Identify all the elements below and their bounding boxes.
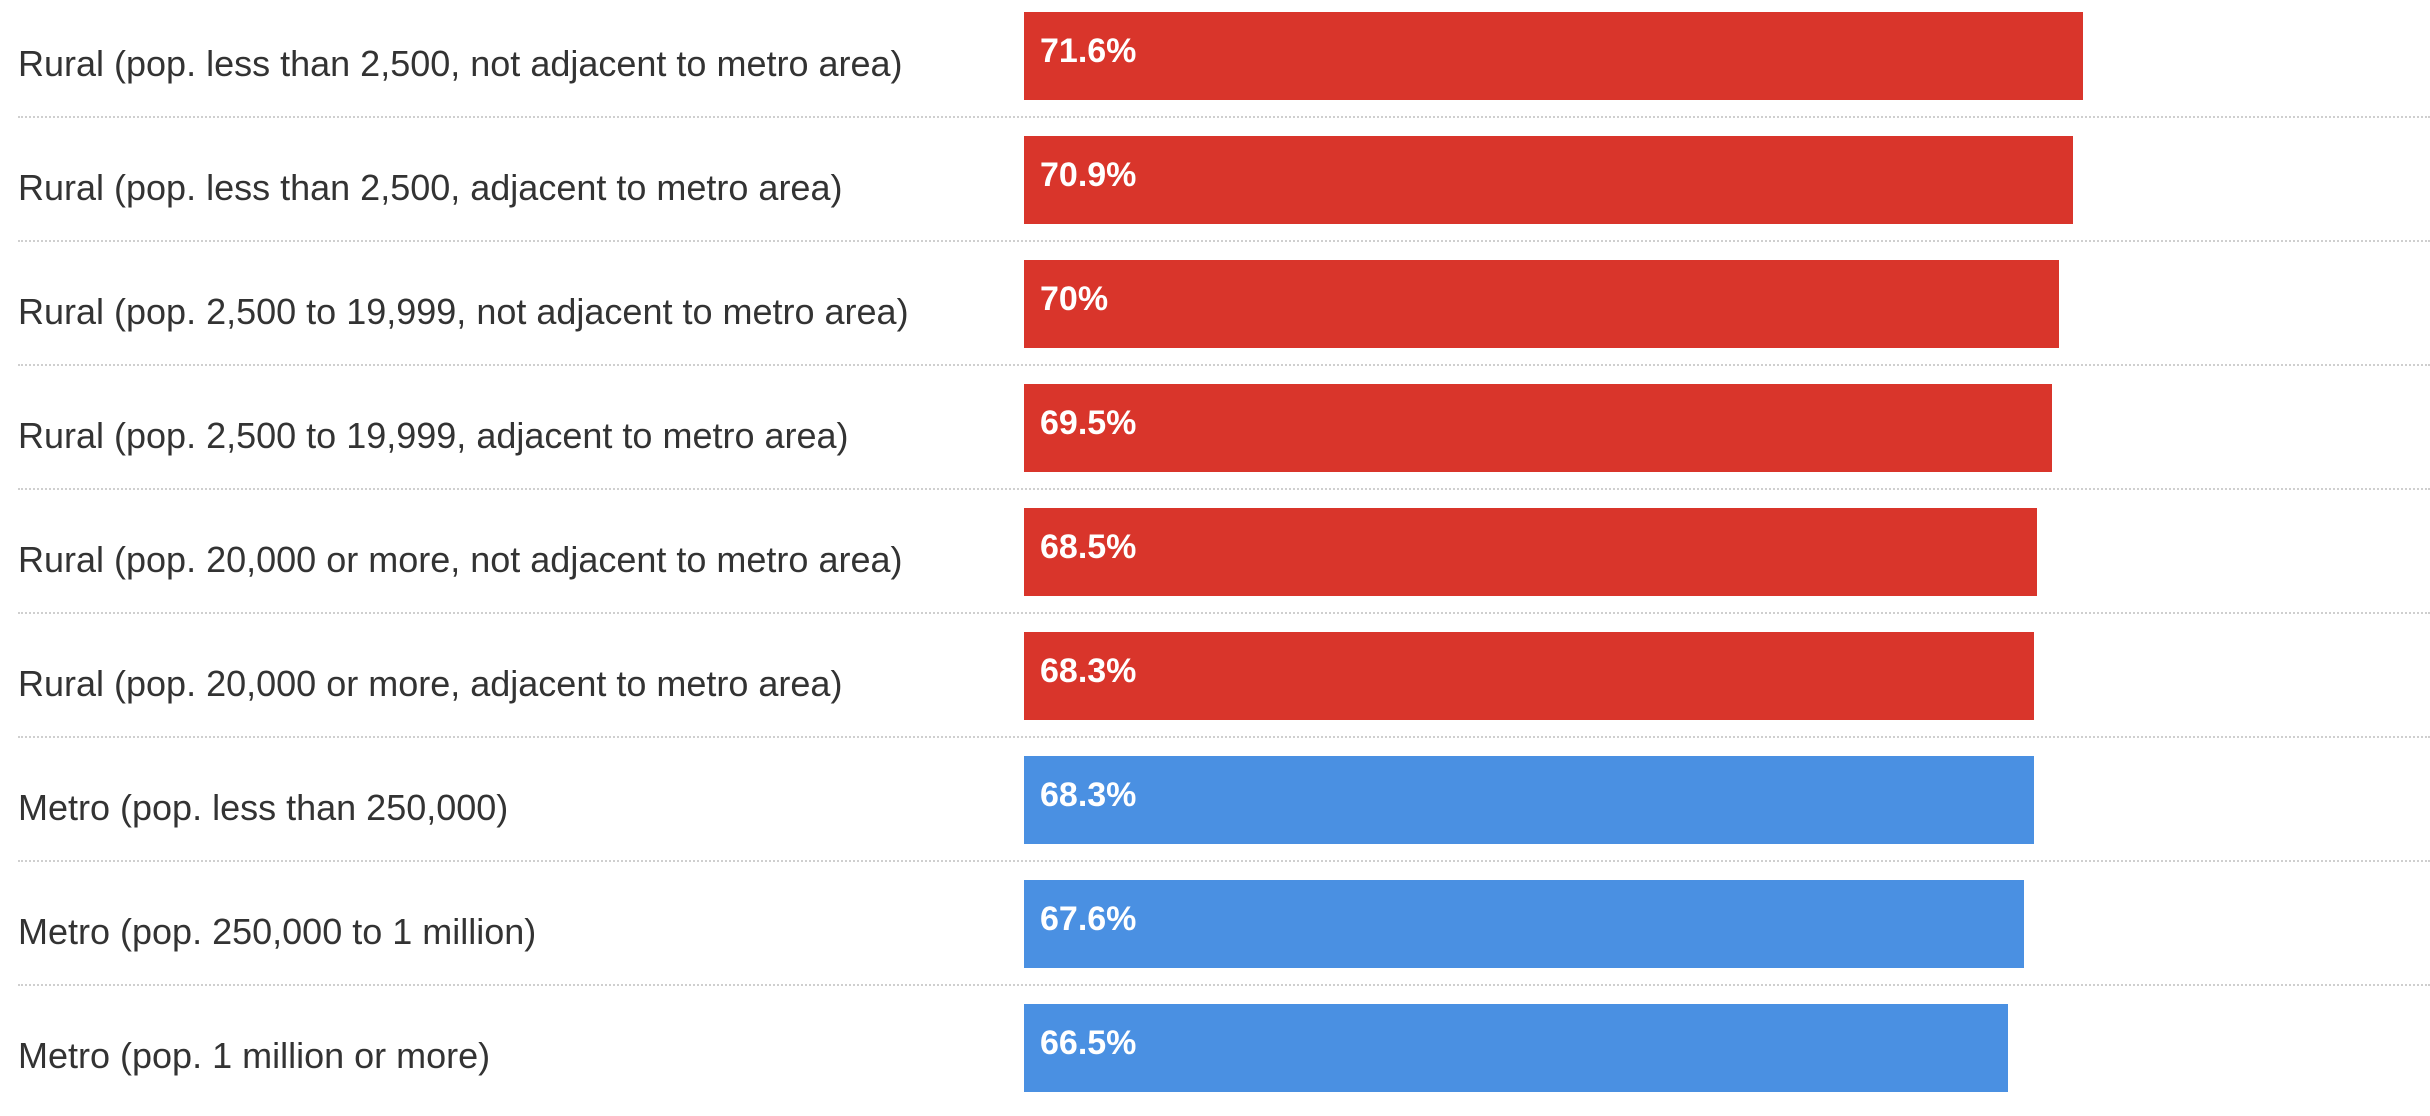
category-label: Rural (pop. 20,000 or more, not adjacent… [18, 539, 903, 580]
bar [1024, 756, 2035, 844]
horizontal-bar-chart: Rural (pop. less than 2,500, not adjacen… [0, 0, 2430, 1092]
bar-value-label: 66.5% [1040, 1024, 1137, 1062]
category-label: Rural (pop. 20,000 or more, adjacent to … [18, 663, 843, 704]
bar [1024, 384, 2052, 472]
bar [1024, 880, 2024, 968]
category-label: Rural (pop. 2,500 to 19,999, not adjacen… [18, 291, 909, 332]
row-divider [18, 364, 2430, 366]
category-label: Rural (pop. 2,500 to 19,999, adjacent to… [18, 415, 849, 456]
chart-row: Rural (pop. less than 2,500, not adjacen… [0, 0, 2430, 124]
bar-value-label: 67.6% [1040, 900, 1137, 938]
bar-value-label: 70.9% [1040, 156, 1137, 194]
bar [1024, 136, 2073, 224]
bar [1024, 12, 2083, 100]
bar-value-label: 68.5% [1040, 528, 1137, 566]
bar [1024, 508, 2038, 596]
bar [1024, 1004, 2008, 1092]
row-divider [18, 116, 2430, 118]
category-label: Rural (pop. less than 2,500, adjacent to… [18, 167, 843, 208]
row-divider [18, 612, 2430, 614]
chart-row: Rural (pop. 2,500 to 19,999, not adjacen… [0, 248, 2430, 372]
category-label: Rural (pop. less than 2,500, not adjacen… [18, 43, 903, 84]
bar [1024, 260, 2060, 348]
chart-row: Rural (pop. 20,000 or more, not adjacent… [0, 496, 2430, 620]
row-divider [18, 860, 2430, 862]
bar-value-label: 70% [1040, 280, 1109, 318]
chart-row: Metro (pop. less than 250,000) 68.3% [0, 744, 2430, 868]
category-label: Metro (pop. 1 million or more) [18, 1035, 491, 1076]
chart-row: Metro (pop. 250,000 to 1 million) 67.6% [0, 868, 2430, 992]
chart-row: Rural (pop. 2,500 to 19,999, adjacent to… [0, 372, 2430, 496]
chart-row: Metro (pop. 1 million or more) 66.5% [0, 992, 2430, 1116]
row-divider [18, 240, 2430, 242]
bar-value-label: 68.3% [1040, 652, 1137, 690]
category-label: Metro (pop. 250,000 to 1 million) [18, 911, 537, 952]
chart-row: Rural (pop. 20,000 or more, adjacent to … [0, 620, 2430, 744]
bar [1024, 632, 2035, 720]
bar-value-label: 68.3% [1040, 776, 1137, 814]
category-label: Metro (pop. less than 250,000) [18, 787, 509, 828]
row-divider [18, 984, 2430, 986]
row-divider [18, 736, 2430, 738]
row-divider [18, 488, 2430, 490]
bar-value-label: 71.6% [1040, 32, 1137, 70]
bar-value-label: 69.5% [1040, 404, 1137, 442]
chart-row: Rural (pop. less than 2,500, adjacent to… [0, 124, 2430, 248]
